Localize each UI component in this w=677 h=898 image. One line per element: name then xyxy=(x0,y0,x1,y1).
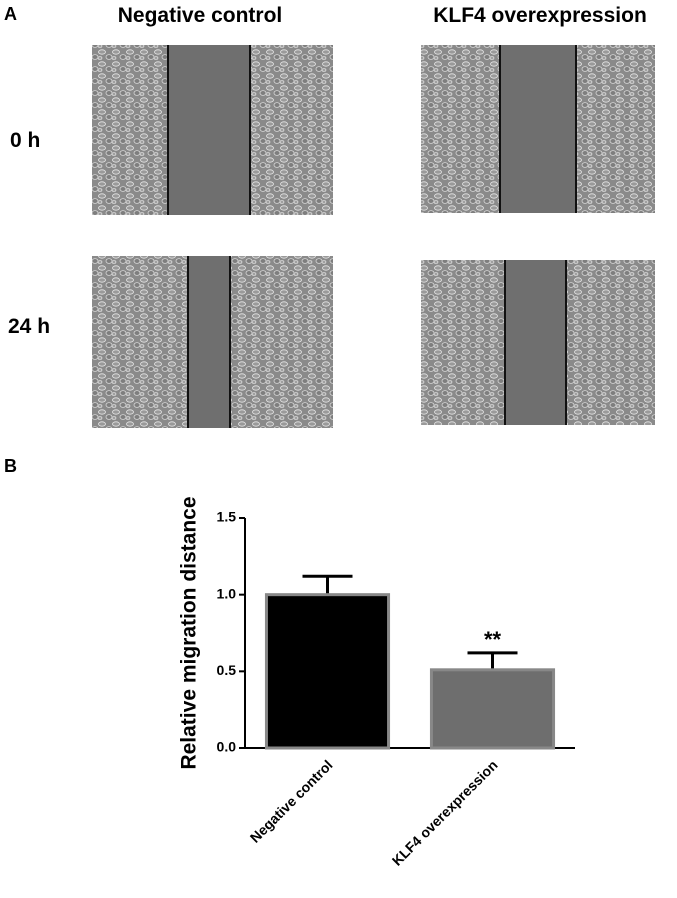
y-axis-label: Relative migration distance xyxy=(178,496,201,769)
significance-label: ** xyxy=(484,627,502,652)
bar xyxy=(264,593,391,750)
plot: 0.0 0.5 1.0 1.5 Negative control ** KLF4 overe… xyxy=(217,509,575,869)
y-tick-label: 0.0 xyxy=(217,739,237,755)
y-tick-label: 1.0 xyxy=(217,585,237,601)
column-header: KLF4 overexpression xyxy=(433,4,647,27)
x-tick-label: Negative control xyxy=(247,757,336,846)
y-tick-label: 1.5 xyxy=(217,509,237,525)
micrograph xyxy=(92,256,333,428)
micrograph xyxy=(421,45,655,213)
row-label: 24 h xyxy=(8,315,50,338)
panel-label: B xyxy=(4,456,17,476)
bar xyxy=(429,668,556,750)
y-tick-label: 0.5 xyxy=(217,662,237,678)
row-label: 0 h xyxy=(10,129,40,152)
column-header: Negative control xyxy=(118,4,283,27)
x-tick-label: KLF4 overexpression xyxy=(389,757,501,869)
micrograph xyxy=(92,45,333,215)
panel-label: A xyxy=(4,4,17,24)
micrograph xyxy=(421,260,655,425)
